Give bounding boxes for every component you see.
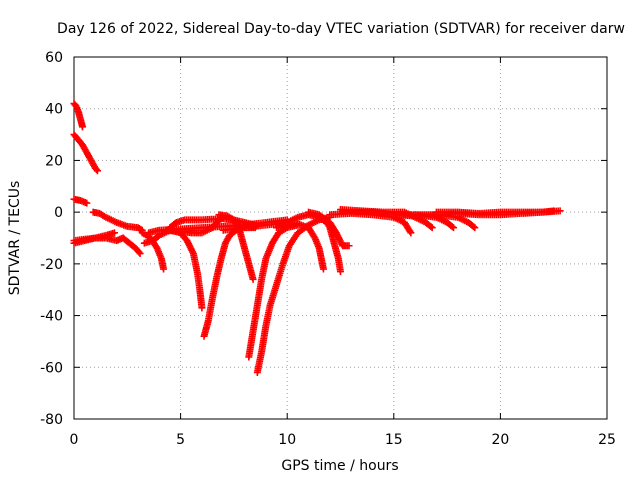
data-point [556, 207, 564, 215]
series-arc-g [70, 229, 119, 245]
y-tick-label: 0 [54, 205, 63, 221]
x-axis-tick-labels: 0 5 10 15 20 25 [70, 432, 616, 448]
x-tick-label: 15 [385, 432, 403, 448]
data-point [406, 227, 414, 235]
data-point [319, 265, 327, 273]
series-arc-e [89, 208, 146, 234]
chart-title: Day 126 of 2022, Sidereal Day-to-day VTE… [57, 21, 625, 37]
series-arc-c [70, 195, 91, 207]
data-point [470, 223, 478, 231]
y-tick-label: -80 [40, 412, 63, 428]
x-tick-label: 0 [70, 432, 79, 448]
data-point [407, 229, 415, 237]
data-point [160, 265, 168, 273]
data-point [136, 250, 144, 258]
series-arc-b [70, 131, 101, 175]
y-axis-title: SDTVAR / TECUs [7, 181, 23, 296]
series-arc-a [70, 100, 87, 131]
y-axis-tick-labels: -80 -60 -40 -20 0 20 40 60 [40, 50, 63, 428]
y-tick-label: 40 [45, 102, 63, 118]
data-point [428, 224, 436, 232]
data-point [449, 224, 457, 232]
data-point [93, 167, 101, 175]
y-tick-label: -60 [40, 360, 63, 376]
data-series [70, 100, 564, 376]
series-arc-i [140, 226, 206, 312]
data-point [137, 225, 145, 233]
series-arc-t [322, 216, 344, 276]
data-point [550, 207, 558, 215]
y-tick-label: 60 [45, 50, 63, 66]
series-arc-z [432, 207, 558, 217]
y-tick-label: -40 [40, 309, 63, 325]
axis-ticks [73, 56, 608, 420]
data-point [135, 248, 143, 256]
data-point [337, 268, 344, 276]
data-point [345, 242, 353, 250]
series-arc-r [273, 220, 327, 273]
data-point [79, 123, 87, 131]
x-axis-title: GPS time / hours [281, 458, 398, 474]
x-tick-label: 20 [491, 432, 509, 448]
data-point [111, 229, 119, 237]
data-point [249, 275, 257, 283]
x-tick-label: 5 [176, 432, 185, 448]
data-point [92, 165, 100, 173]
data-point [427, 223, 435, 231]
data-point [83, 199, 91, 207]
y-tick-label: -20 [40, 257, 63, 273]
series-arc-f [119, 234, 144, 258]
series-arc-p [253, 213, 334, 376]
data-point [471, 224, 479, 232]
x-tick-label: 25 [598, 432, 616, 448]
series-arc-m [200, 224, 259, 340]
data-point [198, 304, 206, 312]
y-tick-label: 20 [45, 153, 63, 169]
x-tick-label: 10 [278, 432, 296, 448]
data-point [448, 223, 456, 231]
